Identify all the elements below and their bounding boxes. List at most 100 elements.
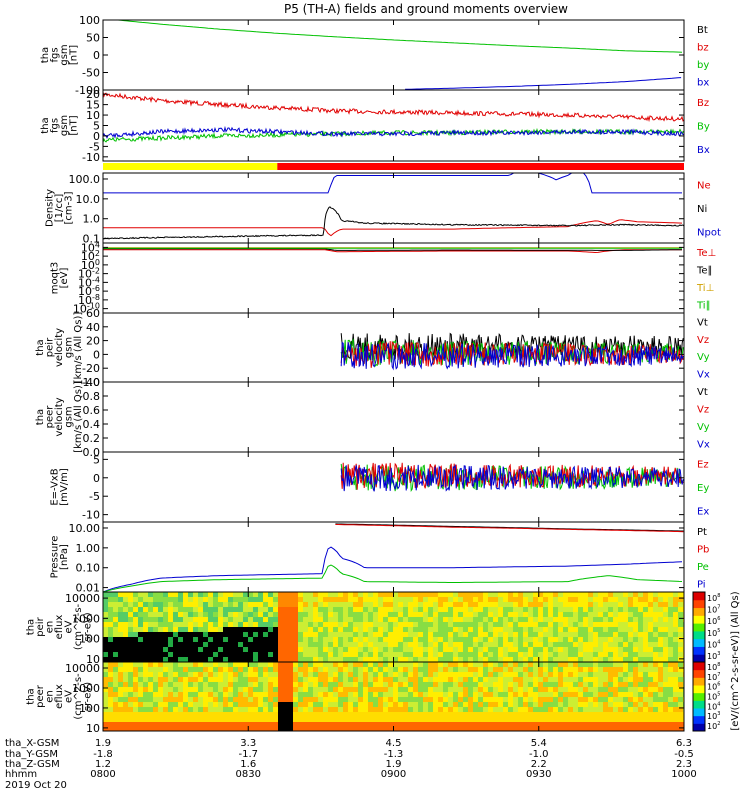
spectrogram-cell <box>388 637 393 642</box>
spectrogram-cell <box>203 662 208 667</box>
y-axis-label: tha <box>26 688 37 704</box>
spectrogram-cell <box>633 662 638 667</box>
spectrogram-cell <box>378 592 383 597</box>
spectrogram-cell <box>218 617 223 622</box>
spectrogram-cell <box>243 687 248 692</box>
spectrogram-cell <box>293 727 298 731</box>
spectrogram-cell <box>318 712 323 717</box>
spectrogram-cell <box>608 627 613 632</box>
spectrogram-cell <box>628 607 633 612</box>
spectrogram-cell <box>208 652 213 657</box>
spectrogram-cell <box>453 712 458 717</box>
spectrogram-cell <box>193 692 198 697</box>
spectrogram-cell <box>318 622 323 627</box>
spectrogram-cell <box>418 692 423 697</box>
spectrogram-cell <box>628 662 633 667</box>
spectrogram-cell <box>263 652 268 657</box>
spectrogram-cell <box>133 677 138 682</box>
spectrogram-cell <box>413 597 418 602</box>
spectrogram-cell <box>278 667 283 672</box>
spectrogram-cell <box>598 702 603 707</box>
spectrogram-cell <box>678 652 683 657</box>
spectrogram-cell <box>463 682 468 687</box>
spectrogram-cell <box>358 597 363 602</box>
y-tick-label: 15 <box>86 99 100 112</box>
spectrogram-cell <box>488 607 493 612</box>
spectrogram-cell <box>323 677 328 682</box>
spectrogram-cell <box>488 627 493 632</box>
spectrogram-cell <box>333 642 338 647</box>
spectrogram-cell <box>668 652 673 657</box>
spectrogram-cell <box>228 607 233 612</box>
spectrogram-cell <box>603 727 608 731</box>
series-line-by <box>111 20 683 53</box>
spectrogram-cell <box>243 607 248 612</box>
spectrogram-cell <box>678 692 683 697</box>
spectrogram-cell <box>623 722 628 727</box>
spectrogram-cell <box>233 652 238 657</box>
spectrogram-cell <box>338 712 343 717</box>
spectrogram-cell <box>303 712 308 717</box>
spectrogram-cell <box>223 702 228 707</box>
spectrogram-cell <box>473 727 478 731</box>
spectrogram-cell <box>423 622 428 627</box>
spectrogram-cell <box>458 607 463 612</box>
spectrogram-cell <box>258 652 263 657</box>
spectrogram-cell <box>293 722 298 727</box>
spectrogram-cell <box>618 687 623 692</box>
spectrogram-cell <box>433 682 438 687</box>
y-axis-label: [eV] <box>59 268 70 289</box>
spectrogram-cell <box>188 622 193 627</box>
spectrogram-cell <box>323 642 328 647</box>
spectrogram-cell <box>633 682 638 687</box>
spectrogram-cell <box>163 617 168 622</box>
spectrogram-cell <box>208 602 213 607</box>
spectrogram-cell <box>103 712 108 717</box>
spectrogram-cell <box>323 627 328 632</box>
spectrogram-cell <box>453 687 458 692</box>
spectrogram-cell <box>468 617 473 622</box>
spectrogram-cell <box>278 657 283 662</box>
spectrogram-cell <box>433 717 438 722</box>
spectrogram-cell <box>443 592 448 597</box>
spectrogram-cell <box>388 727 393 731</box>
spectrogram-cell <box>293 637 298 642</box>
spectrogram-cell <box>218 647 223 652</box>
spectrogram-cell <box>668 592 673 597</box>
spectrogram-cell <box>533 647 538 652</box>
spectrogram-cell <box>438 642 443 647</box>
spectrogram-cell <box>473 622 478 627</box>
spectrogram-cell <box>503 672 508 677</box>
spectrogram-cell <box>303 717 308 722</box>
series-group <box>103 523 684 592</box>
spectrogram-cell <box>123 652 128 657</box>
spectrogram-cell <box>678 647 683 652</box>
spectrogram-cell <box>428 667 433 672</box>
spectrogram-cell <box>548 597 553 602</box>
spectrogram-cell <box>423 612 428 617</box>
spectrogram-cell <box>353 612 358 617</box>
spectrogram-cell <box>163 697 168 702</box>
y-axis-label: [nT] <box>68 45 79 65</box>
spectrogram-cell <box>583 612 588 617</box>
spectrogram-cell <box>173 652 178 657</box>
spectrogram-cell <box>613 617 618 622</box>
spectrogram-cell <box>303 707 308 712</box>
spectrogram-cell <box>303 647 308 652</box>
spectrogram-cell <box>628 647 633 652</box>
spectrogram-cell <box>293 617 298 622</box>
panel-frame <box>102 381 685 453</box>
spectrogram-cell <box>468 722 473 727</box>
spectrogram-cell <box>658 622 663 627</box>
spectrogram-cell <box>563 697 568 702</box>
spectrogram-cell <box>453 652 458 657</box>
spectrogram-cell <box>438 632 443 637</box>
spectrogram-cell <box>638 662 643 667</box>
spectrogram-cell <box>233 727 238 731</box>
spectrogram-cell <box>483 692 488 697</box>
spectrogram-cell <box>338 692 343 697</box>
spectrogram-cell <box>323 647 328 652</box>
spectrogram-cell <box>353 637 358 642</box>
spectrogram-cell <box>318 672 323 677</box>
spectrogram-cell <box>183 722 188 727</box>
